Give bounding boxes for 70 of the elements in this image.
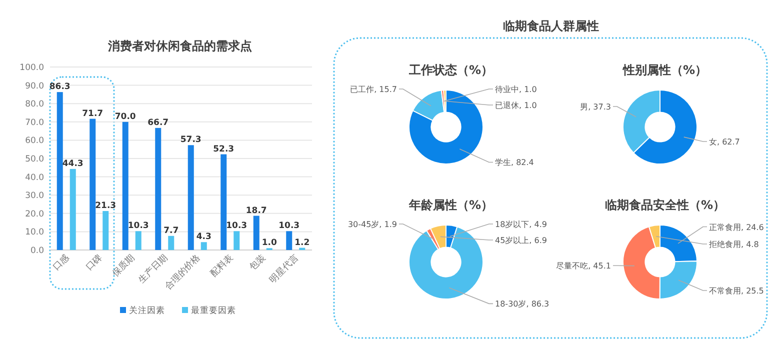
bar (234, 231, 240, 250)
data-label: 10.3 (128, 221, 149, 232)
bar (253, 216, 260, 250)
data-label: 21.3 (95, 201, 116, 212)
y-tick-label: 10.0 (25, 228, 44, 238)
data-label: 57.3 (180, 135, 202, 146)
y-tick-label: 40.0 (25, 172, 44, 183)
data-label: 71.7 (82, 108, 104, 119)
bar (102, 211, 109, 250)
slice-label: 待业中, 1.0 (495, 85, 537, 94)
y-tick-label: 90.0 (25, 81, 44, 92)
bar (155, 128, 162, 250)
bar (188, 145, 194, 250)
chart-title: 消费者对休闲食品的需求点 (107, 39, 252, 53)
slice-label: 尽量不吃, 45.1 (556, 262, 611, 271)
slice-label: 18岁以下, 4.9 (495, 220, 547, 229)
y-tick-label: 70.0 (25, 118, 44, 128)
slice-label: 已工作, 15.7 (350, 85, 397, 94)
slice-label: 正常食用, 24.6 (709, 222, 764, 232)
bar (135, 231, 142, 250)
donut-slice (408, 90, 484, 164)
y-tick-label: 60.0 (25, 136, 44, 146)
legend-label: 最重要因素 (191, 305, 236, 316)
slice-label: 18-30岁, 86.3 (495, 300, 550, 309)
y-tick-label: 100.0 (20, 63, 44, 73)
data-label: 66.7 (148, 118, 169, 128)
bar (168, 236, 174, 250)
slice-label: 不常食用, 25.5 (709, 286, 764, 296)
chart-title: 性别属性（%） (622, 63, 708, 77)
x-tick-label: 保质期 (110, 252, 137, 280)
chart-title: 临期食品安全性（%） (604, 198, 726, 212)
slice-label: 已退休, 1.0 (495, 101, 537, 110)
y-tick-label: 80.0 (25, 100, 44, 110)
bar (286, 231, 292, 250)
slice-label: 30-45岁, 1.9 (348, 220, 397, 229)
legend-label: 关注因素 (129, 305, 165, 316)
slice-label: 45岁以上, 6.9 (495, 236, 547, 245)
data-label: 4.3 (196, 232, 212, 242)
data-label: 7.7 (164, 226, 179, 236)
bar (122, 122, 128, 250)
slice-label: 女, 62.7 (709, 137, 740, 146)
slice-label: 男, 37.3 (580, 102, 611, 112)
y-tick-label: 0.0 (30, 246, 44, 256)
x-tick-label: 明星代言 (268, 252, 301, 286)
data-label: 86.3 (49, 82, 70, 92)
bar (70, 168, 76, 250)
chart-title: 年龄属性（%） (408, 198, 494, 212)
data-label: 1.0 (262, 238, 277, 248)
bar (56, 92, 63, 250)
x-tick-label: 配料表 (208, 252, 236, 280)
data-label: 1.2 (294, 238, 310, 248)
bar (90, 118, 96, 250)
data-label: 52.3 (213, 144, 234, 154)
x-tick-label: 口碑 (84, 252, 104, 273)
data-label: 10.3 (226, 221, 248, 232)
y-tick-label: 20.0 (25, 209, 44, 220)
text: 临期食品人群属性 (503, 19, 599, 33)
data-label: 10.3 (278, 221, 300, 232)
x-tick-label: 口感 (50, 252, 72, 273)
y-tick-label: 30.0 (25, 191, 44, 202)
donut-slice (408, 226, 484, 300)
y-tick-label: 50.0 (25, 154, 44, 164)
slice-label: 拒绝食用, 4.8 (708, 240, 759, 249)
slice-label: 学生, 82.4 (495, 158, 534, 168)
x-tick-label: 包装 (247, 252, 268, 273)
bar (220, 154, 227, 250)
bar (200, 242, 207, 250)
chart-title: 工作状态（%） (408, 63, 494, 77)
data-label: 70.0 (114, 112, 136, 122)
data-label: 18.7 (246, 206, 267, 216)
